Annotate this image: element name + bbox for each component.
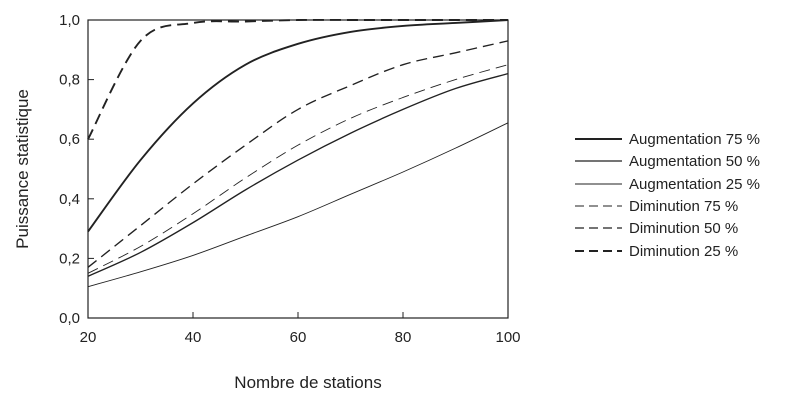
legend-label: Diminution 25 % bbox=[629, 243, 738, 260]
legend-label: Augmentation 75 % bbox=[629, 131, 760, 148]
series-line-3 bbox=[87, 122, 509, 288]
plot-frame bbox=[87, 19, 509, 319]
plot-area bbox=[87, 19, 509, 319]
y-tick-label: 0,8 bbox=[59, 72, 80, 89]
y-tick-label: 0,4 bbox=[59, 191, 80, 208]
y-tick-label: 1,0 bbox=[59, 12, 80, 29]
x-axis-title: Nombre de stations bbox=[234, 373, 381, 392]
legend-label: Augmentation 50 % bbox=[629, 153, 760, 170]
legend-label: Diminution 50 % bbox=[629, 220, 738, 237]
legend-label: Augmentation 25 % bbox=[629, 176, 760, 193]
series-line-1 bbox=[87, 19, 509, 233]
legend: Augmentation 75 % Augmentation 50 % Augmen… bbox=[575, 131, 760, 260]
x-axis: 20 40 60 80 100 bbox=[80, 312, 521, 346]
x-tick-label: 80 bbox=[395, 329, 412, 346]
series-line-6 bbox=[87, 18, 508, 140]
y-tick-label: 0,0 bbox=[59, 310, 80, 327]
x-tick-label: 100 bbox=[495, 329, 520, 346]
y-axis: 0,0 0,2 0,4 0,6 0,8 1,0 bbox=[59, 12, 94, 327]
x-tick-label: 40 bbox=[185, 329, 202, 346]
y-axis-title: Puissance statistique bbox=[13, 89, 32, 249]
series-lines bbox=[87, 18, 509, 288]
legend-label: Diminution 75 % bbox=[629, 198, 738, 215]
y-tick-label: 0,6 bbox=[59, 131, 80, 148]
series-line-4 bbox=[87, 64, 509, 274]
y-tick-label: 0,2 bbox=[59, 250, 80, 267]
series-line-5 bbox=[87, 40, 509, 268]
x-tick-label: 60 bbox=[290, 329, 307, 346]
series-line-2 bbox=[87, 72, 509, 277]
x-tick-label: 20 bbox=[80, 329, 97, 346]
